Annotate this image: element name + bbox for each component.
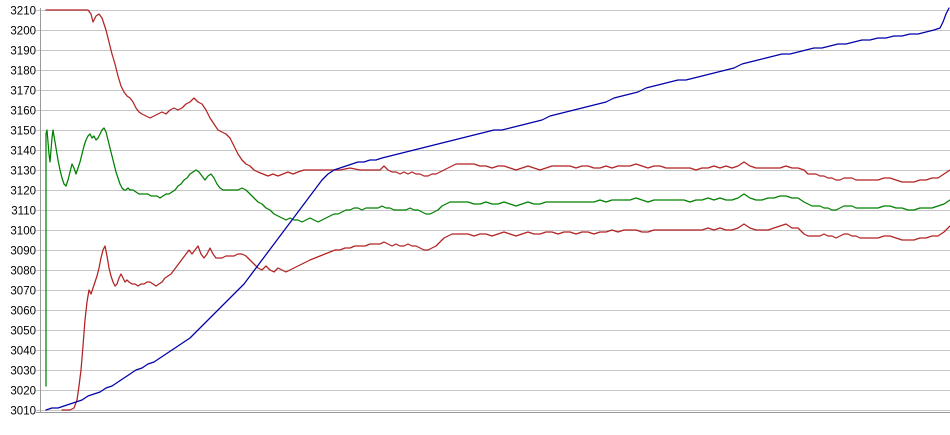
axis-lines — [36, 8, 950, 413]
y-axis-tick-label: 3100 — [10, 226, 36, 238]
y-axis-tick-label: 3120 — [10, 186, 36, 198]
series-line-balance-blue — [45, 7, 950, 411]
y-axis-tick-label: 3180 — [10, 66, 36, 78]
y-axis-tick-label: 3140 — [10, 146, 36, 158]
y-axis-tick-label: 3030 — [10, 366, 36, 378]
y-axis-tick-label: 3010 — [10, 406, 36, 418]
y-axis-tick-label: 3110 — [11, 206, 36, 218]
y-axis-tick-label: 3150 — [10, 126, 36, 138]
y-axis-tick-label: 3160 — [10, 106, 36, 118]
series-lines — [45, 7, 950, 411]
y-axis-tick-label: 3210 — [10, 6, 36, 18]
y-axis-tick-label: 3060 — [10, 306, 36, 318]
series-line-upper-band-red — [45, 9, 950, 183]
y-axis-tick-label: 3080 — [10, 266, 36, 278]
y-axis-tick-label: 3200 — [10, 26, 36, 38]
series-line-middle-band-green — [45, 127, 950, 387]
y-axis-tick-label: 3050 — [10, 326, 36, 338]
y-axis-tick-label: 3090 — [10, 246, 36, 258]
series-line-lower-band-red — [61, 223, 950, 411]
y-axis-tick-label: 3130 — [10, 166, 36, 178]
y-axis-tick-label: 3070 — [10, 286, 36, 298]
gridlines — [36, 10, 950, 411]
y-axis-tick-label: 3170 — [10, 86, 36, 98]
y-axis-tick-label: 3040 — [10, 346, 36, 358]
y-axis-tick-label: 3020 — [10, 386, 36, 398]
y-axis-labels: 3210 3200 3190 3180 3170 3160 3150 3140 3130 3120… — [10, 6, 36, 418]
y-axis-tick-label: 3190 — [10, 46, 36, 58]
